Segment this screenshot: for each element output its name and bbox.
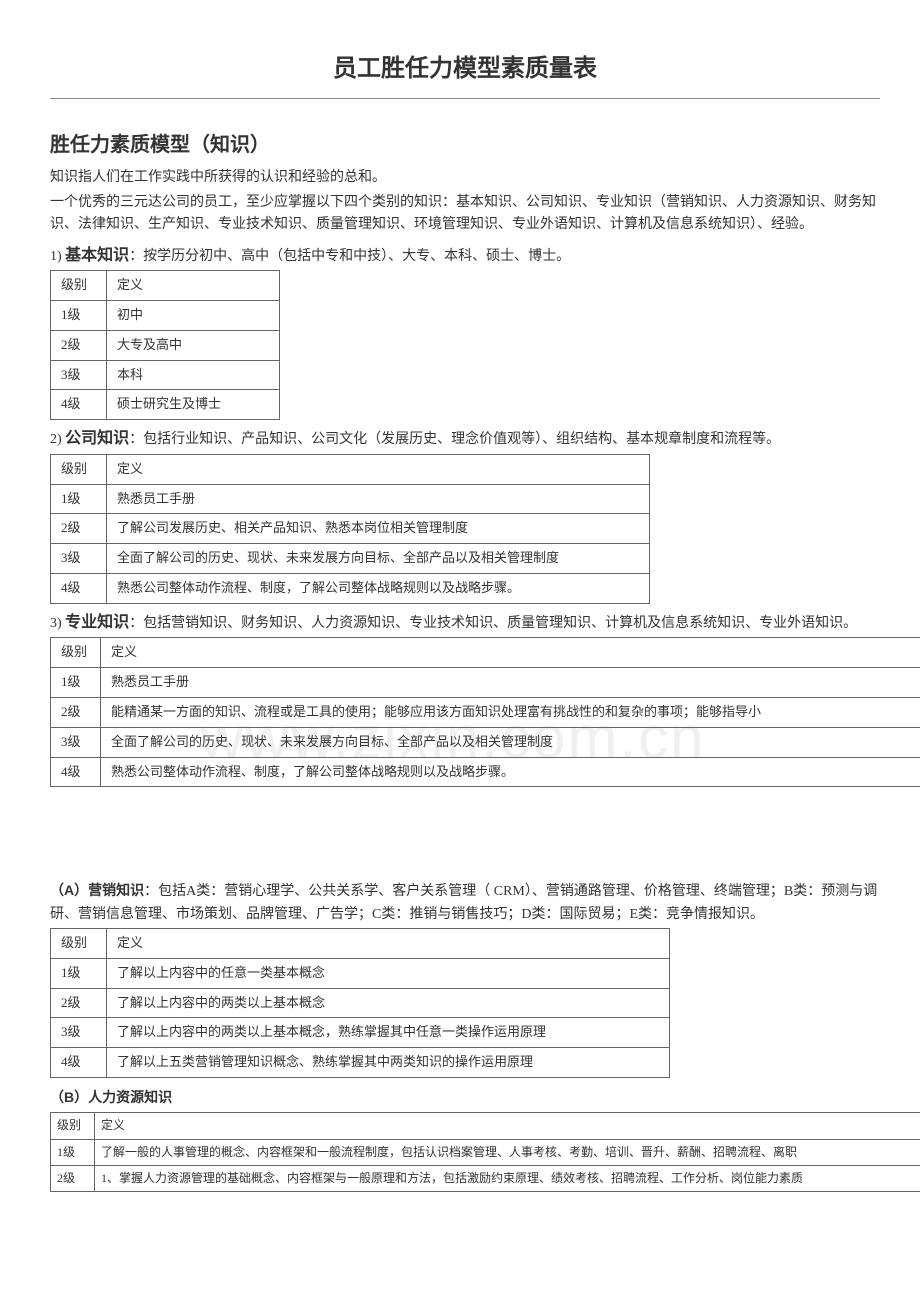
cell-def: 了解公司发展历史、相关产品知识、熟悉本岗位相关管理制度 xyxy=(107,514,650,544)
spacer xyxy=(50,793,880,873)
intro-line-2: 一个优秀的三元达公司的员工，至少应掌握以下四个类别的知识：基本知识、公司知识、专… xyxy=(50,192,880,237)
section-3-label: 3) 专业知识：包括营销知识、财务知识、人力资源知识、专业技术知识、质量管理知识… xyxy=(50,610,880,636)
cell-def: 了解以上内容中的两类以上基本概念 xyxy=(107,988,670,1018)
title-divider xyxy=(50,98,880,99)
cell-level: 2级 xyxy=(51,514,107,544)
section-2-desc: ：包括行业知识、产品知识、公司文化（发展历史、理念价值观等）、组织结构、基本规章… xyxy=(129,432,780,447)
cell-level: 4级 xyxy=(51,1048,107,1078)
section-b-label: （B）人力资源知识 xyxy=(50,1086,880,1110)
col-def: 定义 xyxy=(107,454,650,484)
section-1-desc: ：按学历分初中、高中（包括中专和中技）、大专、本科、硕士、博士。 xyxy=(129,249,570,264)
col-def: 定义 xyxy=(107,929,670,959)
document-content: 员工胜任力模型素质量表 胜任力素质模型（知识） 知识指人们在工作实践中所获得的认… xyxy=(50,50,880,1192)
table-row: 3级本科 xyxy=(51,360,280,390)
table-row: 4级熟悉公司整体动作流程、制度，了解公司整体战略规则以及战略步骤。 xyxy=(51,573,650,603)
cell-level: 4级 xyxy=(51,573,107,603)
col-level: 级别 xyxy=(51,454,107,484)
col-def: 定义 xyxy=(107,271,280,301)
table-basic-knowledge: 级别 定义 1级初中 2级大专及高中 3级本科 4级硕士研究生及博士 xyxy=(50,270,280,420)
table-professional-knowledge: 级别 定义 1级熟悉员工手册 2级能精通某一方面的知识、流程或是工具的使用；能够… xyxy=(50,637,920,787)
cell-def: 硕士研究生及博士 xyxy=(107,390,280,420)
cell-level: 3级 xyxy=(51,360,107,390)
table-row: 3级全面了解公司的历史、现状、未来发展方向目标、全部产品以及相关管理制度 xyxy=(51,727,920,757)
col-level: 级别 xyxy=(51,1113,95,1139)
table-row: 2级了解以上内容中的两类以上基本概念 xyxy=(51,988,670,1018)
table-marketing-knowledge: 级别 定义 1级了解以上内容中的任意一类基本概念 2级了解以上内容中的两类以上基… xyxy=(50,928,670,1078)
cell-def: 熟悉公司整体动作流程、制度，了解公司整体战略规则以及战略步骤。 xyxy=(107,573,650,603)
cell-level: 4级 xyxy=(51,757,101,787)
cell-level: 3级 xyxy=(51,544,107,574)
table-row: 2级了解公司发展历史、相关产品知识、熟悉本岗位相关管理制度 xyxy=(51,514,650,544)
section-heading: 胜任力素质模型（知识） xyxy=(50,129,880,161)
section-2-label: 2) 公司知识：包括行业知识、产品知识、公司文化（发展历史、理念价值观等）、组织… xyxy=(50,426,880,452)
cell-def: 大专及高中 xyxy=(107,330,280,360)
section-3-title: 专业知识 xyxy=(65,614,129,631)
cell-def: 熟悉员工手册 xyxy=(101,668,920,698)
section-a-desc: ：包括A类：营销心理学、公共关系学、客户关系管理（ CRM）、营销通路管理、价格… xyxy=(50,884,877,921)
table-row: 1级初中 xyxy=(51,300,280,330)
col-level: 级别 xyxy=(51,638,101,668)
col-def: 定义 xyxy=(101,638,920,668)
table-header-row: 级别 定义 xyxy=(51,271,280,301)
cell-level: 1级 xyxy=(51,958,107,988)
cell-def: 熟悉员工手册 xyxy=(107,484,650,514)
cell-def: 了解一般的人事管理的概念、内容框架和一般流程制度，包括认识档案管理、人事考核、考… xyxy=(95,1139,920,1165)
cell-def: 了解以上内容中的两类以上基本概念，熟练掌握其中任意一类操作运用原理 xyxy=(107,1018,670,1048)
table-row: 1级熟悉员工手册 xyxy=(51,484,650,514)
table-hr-knowledge: 级别 定义 1级了解一般的人事管理的概念、内容框架和一般流程制度，包括认识档案管… xyxy=(50,1112,920,1192)
table-company-knowledge: 级别 定义 1级熟悉员工手册 2级了解公司发展历史、相关产品知识、熟悉本岗位相关… xyxy=(50,454,650,604)
cell-def: 本科 xyxy=(107,360,280,390)
cell-level: 1级 xyxy=(51,1139,95,1165)
table-row: 1级了解一般的人事管理的概念、内容框架和一般流程制度，包括认识档案管理、人事考核… xyxy=(51,1139,920,1165)
section-2-title: 公司知识 xyxy=(65,430,129,447)
table-row: 1级熟悉员工手册 xyxy=(51,668,920,698)
section-1-num: 1) xyxy=(50,249,65,264)
cell-level: 2级 xyxy=(51,697,101,727)
cell-def: 初中 xyxy=(107,300,280,330)
cell-def: 能精通某一方面的知识、流程或是工具的使用；能够应用该方面知识处理富有挑战性的和复… xyxy=(101,697,920,727)
cell-level: 2级 xyxy=(51,1165,95,1191)
section-1-label: 1) 基本知识：按学历分初中、高中（包括中专和中技）、大专、本科、硕士、博士。 xyxy=(50,243,880,269)
col-def: 定义 xyxy=(95,1113,920,1139)
page-title: 员工胜任力模型素质量表 xyxy=(50,50,880,88)
section-3-desc: ：包括营销知识、财务知识、人力资源知识、专业技术知识、质量管理知识、计算机及信息… xyxy=(129,616,857,631)
cell-def: 了解以上内容中的任意一类基本概念 xyxy=(107,958,670,988)
cell-def: 1、掌握人力资源管理的基础概念、内容框架与一般原理和方法，包括激励约束原理、绩效… xyxy=(95,1165,920,1191)
table-row: 3级了解以上内容中的两类以上基本概念，熟练掌握其中任意一类操作运用原理 xyxy=(51,1018,670,1048)
table-row: 2级能精通某一方面的知识、流程或是工具的使用；能够应用该方面知识处理富有挑战性的… xyxy=(51,697,920,727)
cell-level: 1级 xyxy=(51,668,101,698)
cell-level: 2级 xyxy=(51,988,107,1018)
cell-def: 全面了解公司的历史、现状、未来发展方向目标、全部产品以及相关管理制度 xyxy=(107,544,650,574)
col-level: 级别 xyxy=(51,271,107,301)
section-1-title: 基本知识 xyxy=(65,247,129,264)
table-row: 1级了解以上内容中的任意一类基本概念 xyxy=(51,958,670,988)
table-header-row: 级别 定义 xyxy=(51,454,650,484)
section-b-title: （B）人力资源知识 xyxy=(50,1089,172,1105)
cell-def: 全面了解公司的历史、现状、未来发展方向目标、全部产品以及相关管理制度 xyxy=(101,727,920,757)
section-a-label: （A）营销知识：包括A类：营销心理学、公共关系学、客户关系管理（ CRM）、营销… xyxy=(50,879,880,926)
cell-level: 4级 xyxy=(51,390,107,420)
cell-def: 熟悉公司整体动作流程、制度，了解公司整体战略规则以及战略步骤。 xyxy=(101,757,920,787)
section-2-num: 2) xyxy=(50,432,65,447)
table-row: 4级硕士研究生及博士 xyxy=(51,390,280,420)
section-a-title: （A）营销知识 xyxy=(50,882,144,898)
table-row: 4级了解以上五类营销管理知识概念、熟练掌握其中两类知识的操作运用原理 xyxy=(51,1048,670,1078)
table-row: 2级大专及高中 xyxy=(51,330,280,360)
cell-def: 了解以上五类营销管理知识概念、熟练掌握其中两类知识的操作运用原理 xyxy=(107,1048,670,1078)
intro-line-1: 知识指人们在工作实践中所获得的认识和经验的总和。 xyxy=(50,167,880,189)
table-header-row: 级别 定义 xyxy=(51,1113,920,1139)
col-level: 级别 xyxy=(51,929,107,959)
section-3-num: 3) xyxy=(50,616,65,631)
table-header-row: 级别 定义 xyxy=(51,638,920,668)
table-row: 4级熟悉公司整体动作流程、制度，了解公司整体战略规则以及战略步骤。 xyxy=(51,757,920,787)
cell-level: 3级 xyxy=(51,727,101,757)
table-row: 3级全面了解公司的历史、现状、未来发展方向目标、全部产品以及相关管理制度 xyxy=(51,544,650,574)
cell-level: 3级 xyxy=(51,1018,107,1048)
cell-level: 2级 xyxy=(51,330,107,360)
table-header-row: 级别 定义 xyxy=(51,929,670,959)
cell-level: 1级 xyxy=(51,484,107,514)
table-row: 2级1、掌握人力资源管理的基础概念、内容框架与一般原理和方法，包括激励约束原理、… xyxy=(51,1165,920,1191)
cell-level: 1级 xyxy=(51,300,107,330)
